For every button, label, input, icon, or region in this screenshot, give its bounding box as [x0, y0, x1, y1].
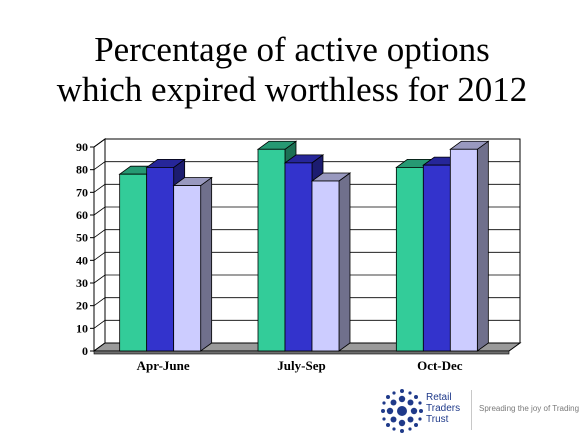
bar [395, 166, 424, 352]
bar [311, 180, 340, 352]
logo-divider [471, 390, 472, 430]
bar [257, 148, 286, 352]
y-tick-label: 80 [76, 163, 88, 177]
y-tick-label: 30 [76, 276, 88, 290]
y-tick-label: 0 [82, 344, 88, 358]
y-tick-label: 20 [76, 299, 88, 313]
gridline [93, 319, 520, 329]
bar [449, 148, 478, 352]
gridline [93, 183, 520, 193]
y-tick-label: 40 [76, 253, 88, 267]
gridline [93, 229, 520, 238]
gridline [93, 251, 520, 261]
x-tick-label: Apr-June [137, 358, 190, 373]
chart-title-line1: Percentage of active options [94, 30, 490, 69]
bar [422, 164, 451, 352]
y-tick-label: 60 [76, 208, 88, 222]
logo-line3: Trust [426, 414, 449, 425]
bar [284, 162, 313, 352]
gridline [93, 206, 520, 216]
logo-name: Retail Traders Trust [426, 392, 460, 425]
y-tick-label: 50 [76, 231, 88, 245]
chart-title: Percentage of active options which expir… [0, 30, 584, 110]
bar-side [200, 176, 213, 352]
gridline [93, 297, 520, 306]
gridline [93, 274, 520, 284]
bar-side [338, 172, 351, 352]
y-tick-label: 90 [76, 140, 88, 154]
gridline [93, 138, 520, 148]
y-tick-label: 70 [76, 185, 88, 199]
x-tick-label: July-Sep [277, 358, 325, 373]
y-tick-label: 10 [76, 321, 88, 335]
bar [146, 166, 175, 352]
chart-floor-edge [93, 350, 510, 355]
x-tick-label: Oct-Dec [417, 358, 463, 373]
bar [173, 185, 202, 352]
logo-line2: Traders [426, 403, 461, 414]
bar-side [476, 140, 489, 352]
logo-line1: Retail [426, 392, 452, 403]
logo-starburst-icon [381, 389, 423, 433]
chart-side-wall [93, 138, 106, 352]
chart-title-line2: which expired worthless for 2012 [56, 70, 528, 109]
bar [119, 173, 148, 352]
gridline [93, 161, 520, 170]
logo-tagline: Spreading the joy of Trading [479, 404, 580, 413]
